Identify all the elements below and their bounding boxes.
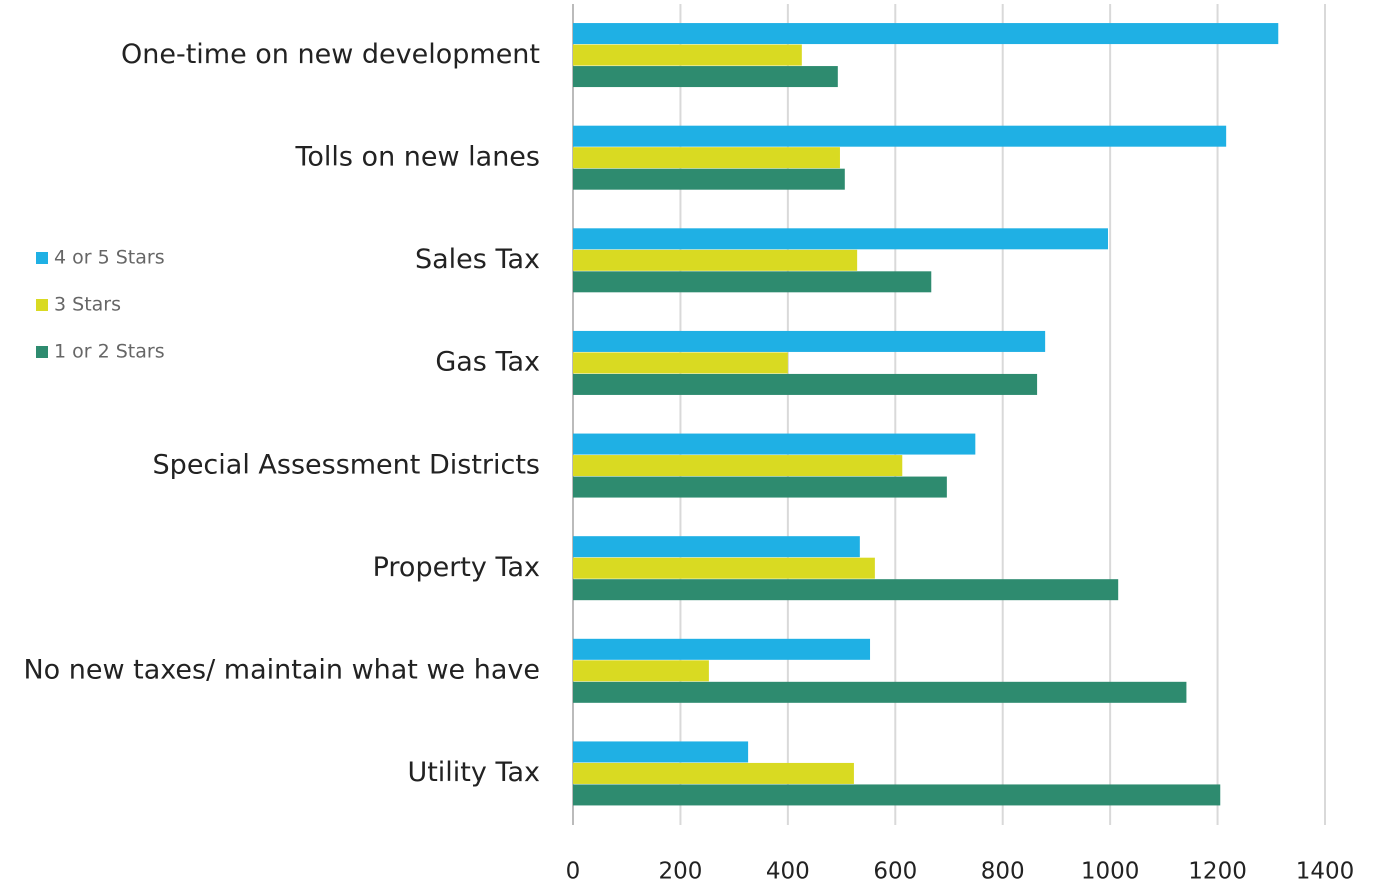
bar xyxy=(573,455,903,477)
bar xyxy=(573,741,749,763)
category-label: Special Assessment Districts xyxy=(153,449,540,480)
bar xyxy=(573,330,1046,352)
category-label: Sales Tax xyxy=(415,244,540,275)
x-tick-label: 1400 xyxy=(1296,859,1355,885)
x-tick-label: 800 xyxy=(981,859,1025,885)
bar xyxy=(573,784,1221,806)
x-tick-label: 400 xyxy=(766,859,810,885)
x-tick-label: 600 xyxy=(873,859,917,885)
bar xyxy=(573,147,840,169)
bar xyxy=(573,168,845,190)
legend-swatch xyxy=(36,252,48,264)
bar xyxy=(573,352,788,374)
bar xyxy=(573,557,875,579)
category-label: Gas Tax xyxy=(435,347,540,378)
bar xyxy=(573,271,932,293)
category-label: Utility Tax xyxy=(407,757,540,788)
legend-swatch xyxy=(36,346,48,358)
legend-label: 4 or 5 Stars xyxy=(54,247,165,269)
legend-label: 1 or 2 Stars xyxy=(54,341,165,363)
x-tick-label: 1200 xyxy=(1188,859,1247,885)
bar xyxy=(573,125,1227,147)
bar xyxy=(573,681,1187,703)
category-label: Property Tax xyxy=(373,552,540,583)
bar xyxy=(573,228,1108,250)
bar xyxy=(573,249,858,271)
bar xyxy=(573,433,976,455)
bar xyxy=(573,373,1038,395)
x-tick-label: 200 xyxy=(658,859,702,885)
bar xyxy=(573,536,860,558)
bar xyxy=(573,638,871,660)
x-tick-label: 1000 xyxy=(1081,859,1140,885)
bar xyxy=(573,660,709,682)
x-tick-label: 0 xyxy=(566,859,581,885)
bar xyxy=(573,579,1119,601)
category-label: No new taxes/ maintain what we have xyxy=(23,655,540,686)
legend-label: 3 Stars xyxy=(54,294,121,316)
bar xyxy=(573,66,838,88)
category-label: Tolls on new lanes xyxy=(294,141,540,172)
bar xyxy=(573,476,947,498)
bar xyxy=(573,44,802,66)
category-label: One-time on new development xyxy=(121,39,540,70)
legend-swatch xyxy=(36,299,48,311)
bar xyxy=(573,762,854,784)
bar xyxy=(573,23,1279,45)
